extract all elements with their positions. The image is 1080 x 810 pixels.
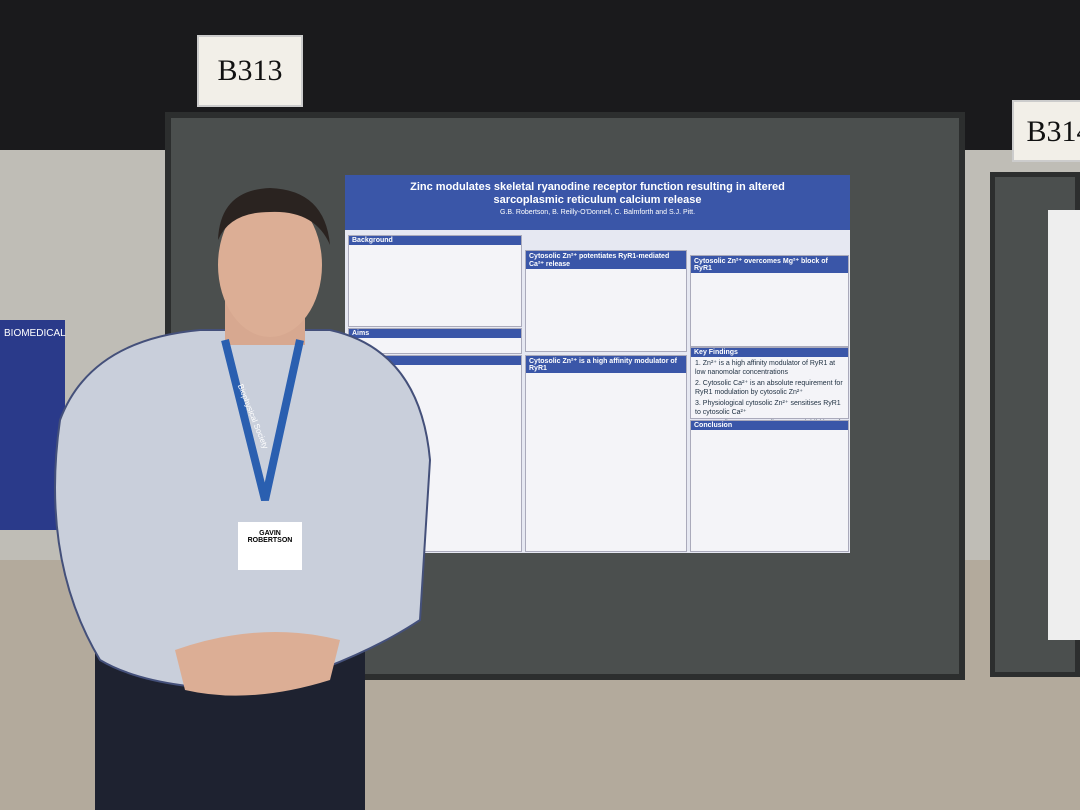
badge-surname: ROBERTSON [247, 537, 293, 544]
key-finding: 3. Physiological cytosolic Zn²⁺ sensitis… [695, 400, 841, 416]
key-finding: 2. Cytosolic Ca²⁺ is an absolute require… [695, 380, 843, 396]
panel-heading: Cytosolic Zn²⁺ overcomes Mg²⁺ block of R… [691, 256, 848, 273]
panel-heading: Cytosolic Zn²⁺ potentiates RyR1-mediated… [526, 251, 686, 269]
poster-authors: G.B. Robertson, B. Reilly-O'Donnell, C. … [499, 209, 696, 216]
booth-sign: B314 [1012, 100, 1080, 162]
poster-title: Zinc modulates skeletal ryanodine recept… [410, 181, 785, 206]
section-heading: Conclusion [691, 421, 848, 430]
key-finding: 1. Zn²⁺ is a high affinity modulator of … [695, 360, 836, 376]
section-heading: Background [349, 236, 521, 245]
key-findings-heading: Key Findings [691, 348, 848, 357]
booth-sign: B313 [197, 35, 303, 107]
poster [1048, 210, 1080, 640]
badge-name: GAVIN [259, 530, 281, 537]
panel-heading: Cytosolic Zn²⁺ is a high affinity modula… [526, 356, 686, 373]
poster: Zinc modulates skeletal ryanodine recept… [345, 175, 850, 553]
name-badge: GAVIN ROBERTSON [238, 522, 302, 570]
section-heading: Aims [349, 329, 521, 338]
